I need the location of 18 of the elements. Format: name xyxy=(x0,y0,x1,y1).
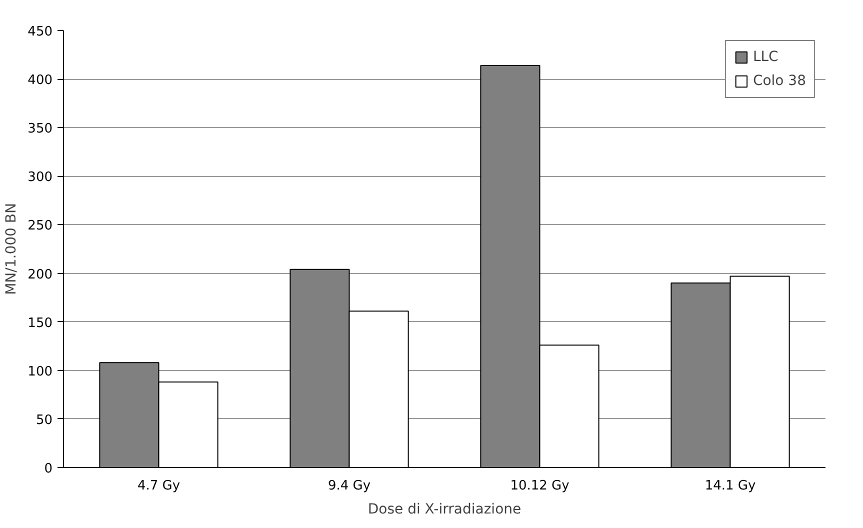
y-tick-label: 200 xyxy=(28,267,53,282)
x-axis-title: Dose di X-irradiazione xyxy=(368,502,522,518)
x-tick-label: 9.4 Gy xyxy=(328,478,371,494)
y-tick-label: 250 xyxy=(28,218,53,234)
x-tick-label: 10.12 Gy xyxy=(510,478,570,494)
y-tick-label: 150 xyxy=(28,316,53,331)
x-tick-label: 4.7 Gy xyxy=(137,478,180,494)
y-tick-label: 100 xyxy=(28,364,53,380)
legend-label: LLC xyxy=(752,49,778,65)
y-axis-title: MN/1.000 BN xyxy=(4,203,20,295)
y-tick-label: 400 xyxy=(28,73,53,88)
y-tick-label: 450 xyxy=(28,24,53,40)
y-tick-label: 50 xyxy=(36,412,53,428)
legend-label: Colo 38 xyxy=(752,73,806,89)
x-tick-label: 14.1 Gy xyxy=(704,478,756,494)
y-tick-label: 350 xyxy=(28,122,53,137)
y-tick-label: 300 xyxy=(28,170,53,186)
y-tick-label: 0 xyxy=(44,462,53,476)
